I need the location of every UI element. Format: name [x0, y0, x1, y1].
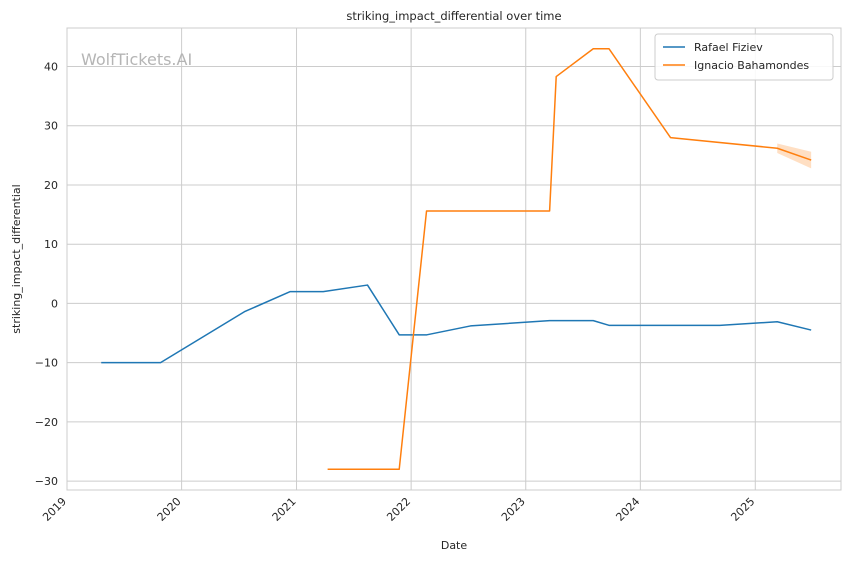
- series-line: [327, 47, 812, 471]
- y-tick-label: −20: [35, 416, 58, 429]
- y-tick-label: −30: [35, 475, 58, 488]
- y-tick-labels: −30 −20 −10 0 10 20 30 40: [35, 61, 58, 489]
- y-tick-label: 20: [44, 179, 58, 192]
- series-lines: [101, 47, 812, 471]
- legend-box: [654, 33, 834, 81]
- chart-title: striking_impact_differential over time: [346, 9, 561, 23]
- series-line: [101, 284, 812, 364]
- y-axis-label: striking_impact_differential: [10, 184, 23, 333]
- legend-label: Ignacio Bahamondes: [694, 59, 809, 72]
- y-tick-label: 30: [44, 120, 58, 133]
- y-tick-label: −10: [35, 357, 58, 370]
- plot-frame: [66, 27, 842, 491]
- confidence-bands: [777, 143, 812, 169]
- grid: [66, 28, 841, 490]
- confidence-band: [777, 143, 812, 169]
- y-tick-label: 10: [44, 238, 58, 251]
- x-axis-label: Date: [441, 539, 468, 552]
- legend: Rafael Fiziev Ignacio Bahamondes: [654, 33, 834, 81]
- watermark: WolfTickets.AI: [81, 50, 192, 69]
- y-tick-label: 0: [51, 297, 58, 310]
- y-tick-label: 40: [44, 61, 58, 74]
- legend-label: Rafael Fiziev: [694, 41, 763, 54]
